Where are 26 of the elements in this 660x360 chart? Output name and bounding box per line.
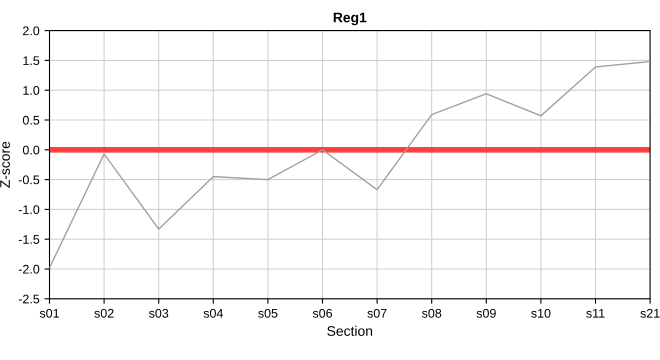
x-tick-label: s02 — [94, 308, 114, 318]
x-tick-label: s21 — [640, 308, 660, 318]
y-tick-label: -1.5 — [18, 235, 40, 244]
x-tick-label: s05 — [258, 308, 278, 318]
y-tick-label: 1.5 — [23, 56, 40, 66]
x-tick-label: s06 — [312, 308, 332, 318]
y-tick-label: -0.5 — [18, 175, 40, 184]
y-tick-label: 0.5 — [22, 116, 40, 125]
y-tick-label: 0.0 — [22, 146, 40, 154]
x-axis-title: Section — [327, 326, 372, 336]
x-tick-label: s04 — [204, 308, 224, 318]
x-tick-label: s11 — [586, 308, 605, 318]
line-series — [50, 60, 650, 269]
x-tick-label: s10 — [531, 308, 550, 318]
y-tick-label: 1.0 — [23, 86, 40, 95]
y-axis-title: Z-score — [0, 142, 10, 188]
chart-title: Reg1 — [334, 12, 366, 26]
x-tick-label: s01 — [40, 308, 59, 318]
y-tick-label: 2.0 — [23, 26, 40, 36]
x-tick-label: s07 — [367, 308, 387, 318]
y-tick-label: -2.0 — [18, 264, 40, 274]
x-tick-label: s03 — [148, 308, 168, 318]
y-tick-label: -1.0 — [18, 205, 40, 214]
y-tick-label: -2.5 — [18, 294, 40, 304]
x-tick-label: s08 — [422, 308, 442, 318]
x-tick-label: s09 — [476, 308, 496, 318]
